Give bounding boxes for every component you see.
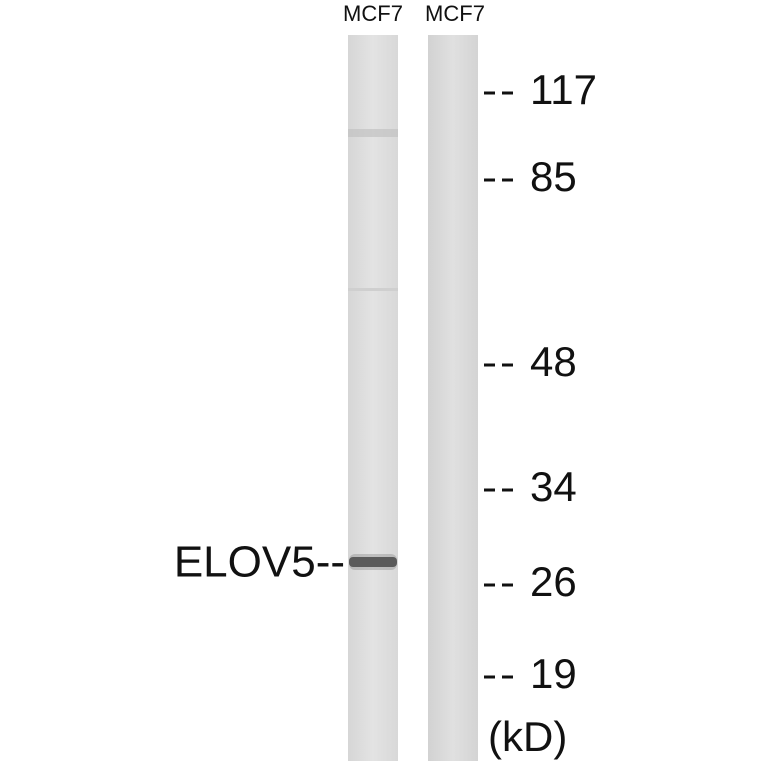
marker-label: 85 <box>530 153 577 200</box>
lane-2 <box>428 35 478 761</box>
band-label: ELOV5-- <box>174 538 345 587</box>
lane-1 <box>348 35 398 761</box>
marker-label: 48 <box>530 338 577 385</box>
marker-ladder: 117 85 48 34 26 19 <box>484 66 597 697</box>
band <box>349 557 397 567</box>
unit-label: (kD) <box>488 713 567 760</box>
marker-label: 117 <box>530 66 597 113</box>
lane-label: MCF7 <box>343 1 403 26</box>
marker-label: 34 <box>530 463 577 510</box>
marker-label: 26 <box>530 558 577 605</box>
band-halo <box>349 554 397 570</box>
faint-band <box>348 288 398 291</box>
marker-label: 19 <box>530 650 577 697</box>
faint-band <box>348 129 398 137</box>
lane-label: MCF7 <box>425 1 485 26</box>
